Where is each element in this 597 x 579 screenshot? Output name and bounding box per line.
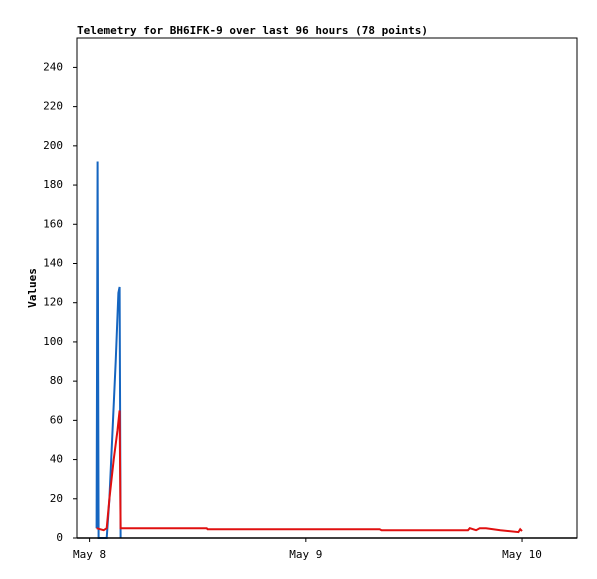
y-tick-label: 160 xyxy=(43,217,63,230)
chart-title: Telemetry for BH6IFK-9 over last 96 hour… xyxy=(77,24,428,37)
series-line xyxy=(95,161,122,539)
x-tick-label: May 10 xyxy=(502,548,542,561)
y-tick-label: 220 xyxy=(43,100,63,113)
plot-frame xyxy=(76,37,578,539)
y-tick-label: 140 xyxy=(43,256,63,269)
y-tick-label: 180 xyxy=(43,178,63,191)
x-tick-label: May 9 xyxy=(289,548,322,561)
y-tick-label: 120 xyxy=(43,296,63,309)
y-tick-label: 80 xyxy=(50,374,63,387)
y-axis-label: Values xyxy=(26,268,39,308)
y-tick-label: 60 xyxy=(50,413,63,426)
y-tick-label: 20 xyxy=(50,492,63,505)
x-tick-label: May 8 xyxy=(73,548,106,561)
series-line xyxy=(96,410,523,534)
y-tick-label: 100 xyxy=(43,335,63,348)
y-tick-label: 200 xyxy=(43,139,63,152)
y-tick-label: 40 xyxy=(50,453,63,466)
y-tick-label: 240 xyxy=(43,60,63,73)
y-tick-label: 0 xyxy=(56,531,63,544)
